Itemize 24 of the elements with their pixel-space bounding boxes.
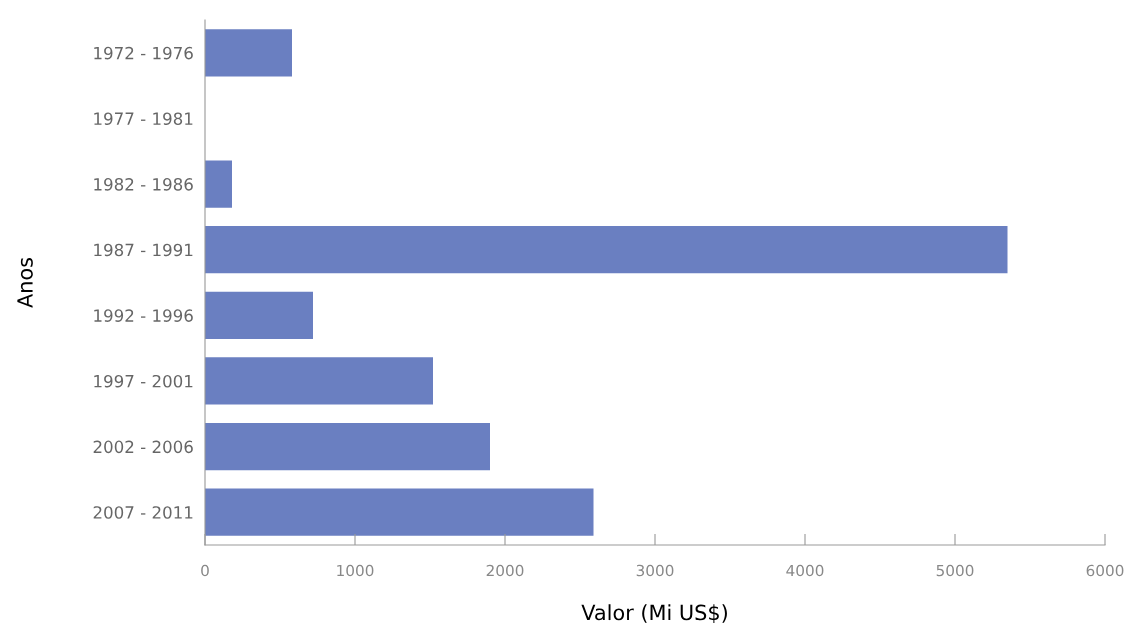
x-tick-label: 3000 <box>636 564 674 577</box>
y-tick-label: 1997 - 2001 <box>94 374 193 388</box>
y-tick-label: 1977 - 1981 <box>94 112 193 126</box>
x-tick-label: 0 <box>201 564 209 577</box>
bar <box>205 422 490 471</box>
bar <box>205 226 1008 274</box>
x-tick-label: 1000 <box>337 564 374 577</box>
y-axis-title: Anos <box>17 257 33 308</box>
x-tick-label: 2000 <box>486 564 524 577</box>
bar <box>205 488 594 536</box>
x-tick-label: 5000 <box>936 564 974 577</box>
y-tick-label: 1982 - 1986 <box>94 178 193 191</box>
y-tick-label: 1992 - 1996 <box>94 309 193 322</box>
x-tick-label: 6000 <box>1086 564 1124 577</box>
x-tick-label: 4000 <box>786 564 824 577</box>
bar <box>205 29 292 77</box>
bar <box>205 291 313 339</box>
y-tick-label: 1972 - 1976 <box>94 46 193 60</box>
y-tick-label: 2002 - 2006 <box>93 440 193 454</box>
bar <box>205 160 232 208</box>
y-tick-label: 2007 - 2011 <box>93 506 193 519</box>
bar <box>205 357 433 405</box>
y-tick-label: 1987 - 1991 <box>94 243 193 257</box>
x-axis-title: Valor (Mi US$) <box>581 604 727 624</box>
